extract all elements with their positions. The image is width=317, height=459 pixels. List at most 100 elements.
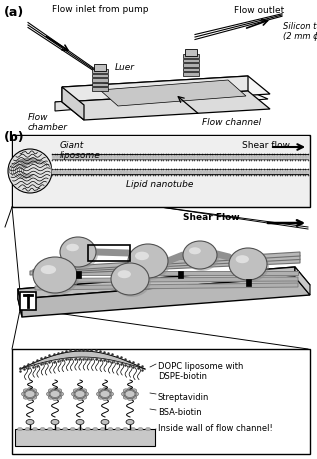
Ellipse shape <box>40 428 45 431</box>
Ellipse shape <box>60 237 96 268</box>
Text: Giant
liposome: Giant liposome <box>60 141 101 160</box>
Bar <box>15 429 155 446</box>
Bar <box>183 68 199 72</box>
Text: DOPC liposome with
DSPE-biotin: DOPC liposome with DSPE-biotin <box>158 361 243 381</box>
Ellipse shape <box>121 392 126 396</box>
Ellipse shape <box>125 391 135 397</box>
Polygon shape <box>18 289 22 317</box>
Ellipse shape <box>82 395 87 399</box>
Bar <box>88 246 130 262</box>
Bar <box>92 74 108 78</box>
Ellipse shape <box>183 241 217 269</box>
Ellipse shape <box>17 428 23 431</box>
Bar <box>92 84 108 87</box>
Ellipse shape <box>135 252 149 261</box>
Ellipse shape <box>26 420 34 425</box>
Ellipse shape <box>128 245 168 279</box>
Ellipse shape <box>57 395 62 399</box>
Text: Shear flow: Shear flow <box>242 141 290 150</box>
Bar <box>94 65 106 72</box>
Bar <box>185 50 197 57</box>
Text: Streptavidin: Streptavidin <box>158 392 209 401</box>
Ellipse shape <box>73 389 78 393</box>
Ellipse shape <box>107 389 112 393</box>
Ellipse shape <box>48 428 53 431</box>
Ellipse shape <box>51 420 59 425</box>
Ellipse shape <box>78 428 83 431</box>
Ellipse shape <box>102 388 107 392</box>
Ellipse shape <box>32 395 37 399</box>
Ellipse shape <box>75 391 85 397</box>
Ellipse shape <box>185 243 219 271</box>
Bar <box>245 280 250 286</box>
Text: (a): (a) <box>4 6 24 19</box>
Ellipse shape <box>28 397 33 401</box>
Ellipse shape <box>66 244 79 252</box>
Polygon shape <box>35 283 298 291</box>
Bar <box>183 55 199 58</box>
Polygon shape <box>33 256 300 274</box>
Ellipse shape <box>123 389 128 393</box>
Ellipse shape <box>23 389 28 393</box>
Ellipse shape <box>132 395 137 399</box>
Ellipse shape <box>100 428 105 431</box>
Polygon shape <box>295 268 310 295</box>
Text: Inside wall of flow channel!: Inside wall of flow channel! <box>158 423 273 432</box>
Bar <box>92 79 108 82</box>
Ellipse shape <box>123 395 128 399</box>
Ellipse shape <box>49 390 61 398</box>
Bar <box>92 70 108 73</box>
Polygon shape <box>18 277 310 317</box>
Ellipse shape <box>32 389 37 393</box>
Polygon shape <box>62 77 248 103</box>
Ellipse shape <box>23 395 28 399</box>
Ellipse shape <box>108 428 113 431</box>
Text: Luer: Luer <box>115 63 135 73</box>
Bar <box>12 349 310 454</box>
Ellipse shape <box>48 395 53 399</box>
Ellipse shape <box>124 390 136 398</box>
Ellipse shape <box>138 428 143 431</box>
Ellipse shape <box>25 428 30 431</box>
Polygon shape <box>30 259 300 275</box>
Polygon shape <box>100 81 246 107</box>
Ellipse shape <box>70 428 75 431</box>
Text: Lipid nanotube: Lipid nanotube <box>126 179 194 189</box>
Text: Flow inlet from pump: Flow inlet from pump <box>52 5 148 14</box>
Ellipse shape <box>99 390 111 398</box>
Bar <box>183 59 199 63</box>
Ellipse shape <box>132 389 137 393</box>
Polygon shape <box>62 88 84 121</box>
Ellipse shape <box>35 259 79 295</box>
Polygon shape <box>36 252 300 272</box>
Ellipse shape <box>130 246 170 280</box>
Polygon shape <box>18 268 295 299</box>
Bar <box>12 136 310 207</box>
Ellipse shape <box>76 420 84 425</box>
Ellipse shape <box>50 391 60 397</box>
Ellipse shape <box>231 251 269 282</box>
Ellipse shape <box>111 263 149 295</box>
Ellipse shape <box>130 428 135 431</box>
Ellipse shape <box>96 392 101 396</box>
Ellipse shape <box>98 395 103 399</box>
Text: Silicon tube
(2 mm ϕ): Silicon tube (2 mm ϕ) <box>283 22 317 41</box>
Polygon shape <box>62 92 270 121</box>
Polygon shape <box>18 268 310 308</box>
Bar <box>13 137 309 207</box>
Ellipse shape <box>107 395 112 399</box>
Polygon shape <box>55 88 268 115</box>
Ellipse shape <box>55 428 60 431</box>
Ellipse shape <box>102 397 107 401</box>
Ellipse shape <box>100 391 110 397</box>
Ellipse shape <box>53 397 57 401</box>
Text: BSA-biotin: BSA-biotin <box>158 407 202 416</box>
Ellipse shape <box>33 428 37 431</box>
Ellipse shape <box>41 265 56 274</box>
Ellipse shape <box>98 389 103 393</box>
Bar <box>178 271 183 279</box>
Ellipse shape <box>133 392 139 396</box>
Ellipse shape <box>24 390 36 398</box>
Ellipse shape <box>229 248 267 280</box>
Bar <box>92 88 108 91</box>
